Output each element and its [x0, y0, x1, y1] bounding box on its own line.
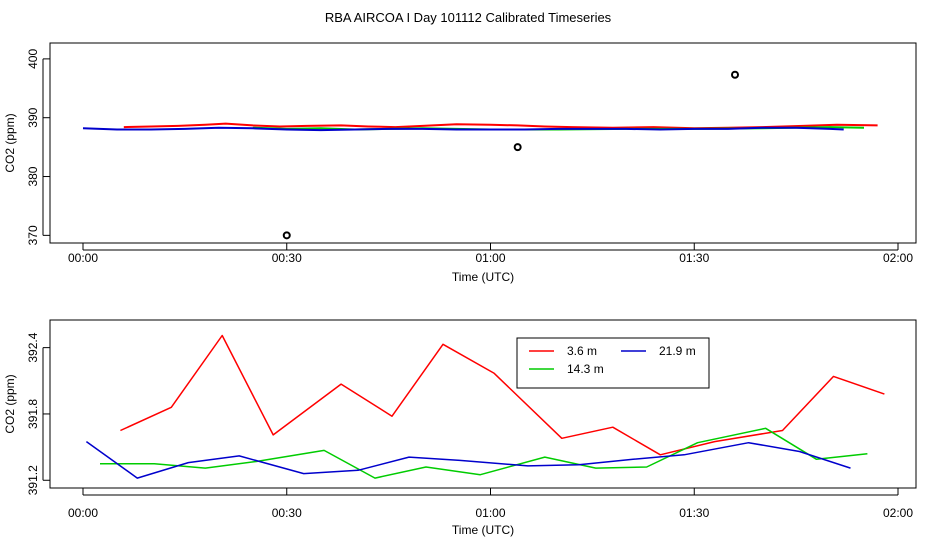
- y-tick-label: 392.4: [26, 332, 40, 362]
- y-tick-label: 400: [26, 49, 40, 69]
- chart-legend: 3.6 m 21.9 m 14.3 m: [516, 337, 710, 389]
- series-line-3-6-m: [120, 334, 885, 456]
- x-tick-label: 01:30: [679, 251, 709, 265]
- series-line-21-9-m: [82, 126, 844, 132]
- x-tick-label: 02:00: [883, 506, 913, 520]
- y-axis-label: CO2 (ppm): [3, 374, 17, 433]
- page-title: RBA AIRCOA I Day 101112 Calibrated Times…: [325, 10, 612, 25]
- y-tick-label: 390: [26, 107, 40, 127]
- series-line-14-3-m: [100, 427, 868, 479]
- series-line-21-9-m: [85, 440, 851, 479]
- y-tick-label: 380: [26, 166, 40, 186]
- x-tick-label: 01:00: [475, 251, 505, 265]
- legend-label: 21.9 m: [659, 344, 696, 358]
- plot-frame: [49, 42, 917, 244]
- x-tick-label: 02:00: [883, 251, 913, 265]
- x-tick-label: 00:00: [68, 506, 98, 520]
- outlier-point: [731, 70, 739, 79]
- x-axis-label: Time (UTC): [452, 523, 514, 537]
- y-tick-label: 391.2: [26, 465, 40, 495]
- y-tick-label: 391.8: [26, 399, 40, 429]
- x-axis-label: Time (UTC): [452, 270, 514, 284]
- outlier-point: [513, 143, 522, 152]
- x-tick-label: 00:30: [272, 251, 302, 265]
- bottom-panel: 00:00 00:30 01:00 01:30 02:00 Time (UTC) 391.2…: [3, 319, 917, 537]
- legend-box: [516, 337, 710, 389]
- y-axis-label: CO2 (ppm): [3, 113, 17, 172]
- top-panel: 00:00 00:30 01:00 01:30 02:00 Time (UTC) 370 38…: [3, 42, 917, 284]
- plot-frame: [49, 319, 917, 489]
- x-tick-label: 01:00: [475, 506, 505, 520]
- x-tick-label: 01:30: [679, 506, 709, 520]
- legend-label: 14.3 m: [567, 362, 604, 376]
- outlier-point: [282, 231, 291, 240]
- x-tick-label: 00:00: [68, 251, 98, 265]
- y-tick-label: 370: [26, 225, 40, 245]
- legend-label: 3.6 m: [567, 344, 597, 358]
- x-tick-label: 00:30: [272, 506, 302, 520]
